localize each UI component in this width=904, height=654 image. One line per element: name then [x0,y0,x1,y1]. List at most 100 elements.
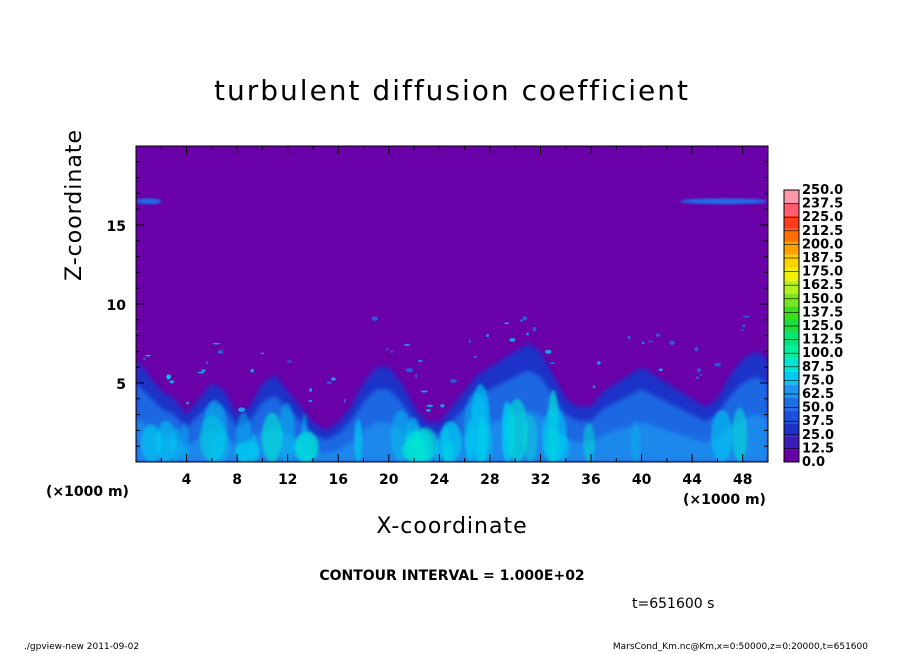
colorbar-label: 237.5 [802,197,843,212]
eddy [426,404,434,408]
eddy [286,360,293,363]
eddy [641,341,645,345]
colorbar-label: 12.5 [802,441,834,456]
eddy [309,388,313,392]
plume [732,407,748,462]
x-tick-label: 8 [232,472,242,488]
plume [238,444,247,462]
upper-layer-streak [679,198,768,205]
colorbar-cell [784,332,799,346]
eddy [308,400,313,403]
plume [439,421,462,462]
eddy [197,371,205,374]
eddy [648,340,654,343]
eddy [526,332,529,336]
eddy [520,319,523,322]
eddy [143,357,146,361]
x-tick-label: 48 [733,472,752,488]
eddy [145,354,151,357]
eddy [532,326,537,332]
colorbar-label: 25.0 [802,428,834,443]
colorbar-cell [784,280,799,294]
contour-interval: CONTOUR INTERVAL = 1.000E+02 [319,568,585,584]
plume [523,414,538,462]
colorbar-cell [784,228,799,242]
plume [470,384,491,462]
x-tick-label: 24 [430,472,450,488]
eddy [420,390,429,393]
eddy [205,361,209,365]
y-tick-label: 15 [107,219,126,235]
colorbar-cell [784,358,799,372]
chart-title: turbulent diffusion coefficient [214,74,690,107]
colorbar-label: 250.0 [802,183,843,198]
footer-right: MarsCond_Km.nc@Km,x=0:50000,z=0:20000,t=… [612,642,868,652]
eddy [403,344,411,346]
eddy [426,409,431,412]
eddy [449,379,458,383]
x-tick-label: 4 [182,472,192,488]
x-tick-label: 32 [531,472,550,488]
colorbar-label: 87.5 [802,360,834,375]
colorbar-label: 225.0 [802,210,843,225]
colorbar-label: 212.5 [802,224,843,239]
colorbar-label: 175.0 [802,265,843,280]
plume [401,440,428,462]
eddy [468,340,472,343]
time-label: t=651600 s [632,596,715,612]
eddy [669,340,675,345]
x-tick-label: 36 [581,472,600,488]
x-tick-label: 40 [632,472,652,488]
x-tick-label: 44 [682,472,702,488]
colorbar-label: 187.5 [802,251,843,266]
eddy [696,368,702,373]
colorbar-label: 150.0 [802,292,843,307]
eddy [593,385,596,389]
eddy [331,377,336,381]
eddy [627,335,631,340]
y-tick-label: 5 [116,377,126,393]
plume [156,420,177,462]
colorbar-label: 50.0 [802,401,834,416]
plume [141,424,162,462]
colorbar-cell [784,267,799,281]
colorbar-cell [784,293,799,307]
eddy [655,333,661,337]
colorbar-label: 62.5 [802,387,834,402]
colorbar-cell [784,397,799,411]
plume [180,422,189,462]
plume [542,407,567,462]
eddy [742,315,751,318]
eddy [260,352,265,355]
colorbar-label: 200.0 [802,237,843,252]
plume [250,433,258,462]
eddy [473,356,478,359]
eddy [544,349,552,354]
colorbar-label: 162.5 [802,278,843,293]
y-axis-unit: (×1000 m) [46,484,129,500]
plume [261,412,283,462]
colorbar-label: 125.0 [802,319,843,334]
plume [301,413,308,462]
upper-layer-streak [136,198,162,205]
eddy [371,316,379,321]
eddy [549,361,556,365]
x-tick-label: 20 [379,472,399,488]
colorbar-cell [784,345,799,359]
plume [583,423,596,462]
plume [171,427,183,462]
eddy [440,404,445,408]
eddy [486,334,490,337]
x-tick-label: 12 [278,472,297,488]
x-tick-label: 16 [328,472,347,488]
plume [502,401,511,462]
colorbar-label: 137.5 [802,305,843,320]
plume [630,421,641,462]
eddy [201,369,206,372]
colorbar-label: 112.5 [802,333,843,348]
colorbar-label: 0.0 [802,455,825,470]
eddy [343,398,347,403]
colorbar-cell [784,202,799,216]
